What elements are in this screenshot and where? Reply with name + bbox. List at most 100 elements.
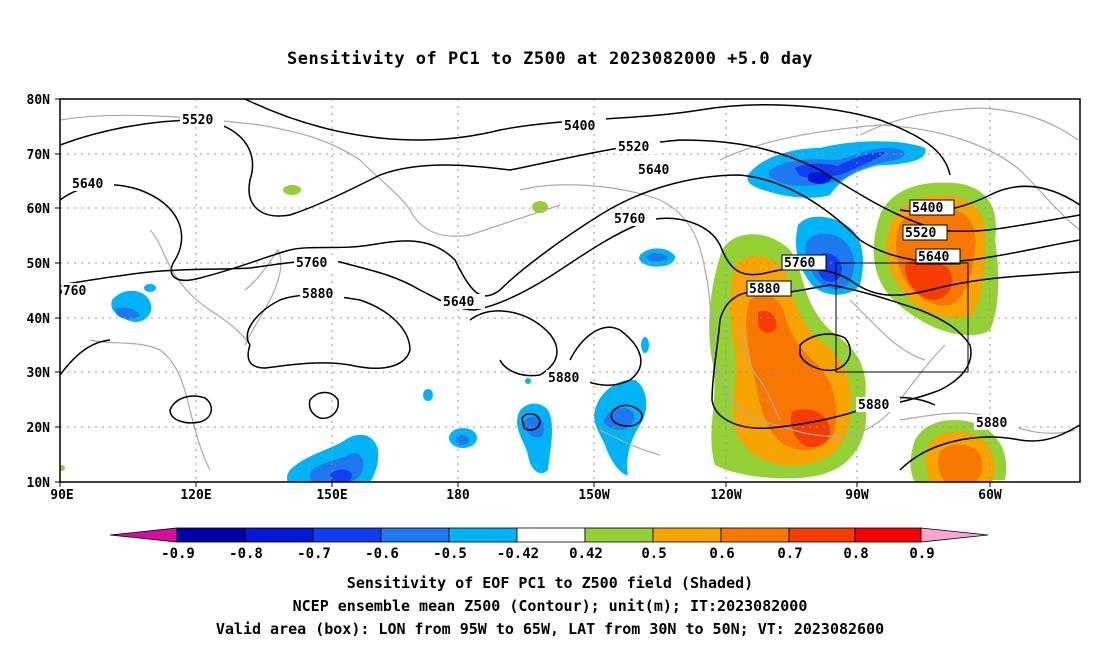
svg-text:5880: 5880 [976, 416, 1007, 431]
colorbar-swatch [176, 527, 246, 543]
map-frame [59, 98, 1081, 483]
lat-axis: 80N 70N 60N 50N 40N 30N 20N 10N [27, 93, 60, 491]
z500-contours [60, 99, 1080, 471]
contour-5880-atl [899, 424, 1080, 471]
colorbar-swatch [516, 527, 586, 543]
colorbar-swatch [448, 527, 518, 543]
contour-label-5880-d: 5880 [974, 415, 1018, 431]
contour-label-5400-b: 5400 [909, 199, 955, 216]
svg-text:5880: 5880 [302, 287, 333, 302]
contour-5880-us [711, 284, 972, 429]
coastlines [60, 107, 1080, 471]
colorbar-label: -0.5 [433, 546, 467, 562]
contour-label-5640-d: 5640 [915, 248, 961, 265]
svg-text:5880: 5880 [749, 282, 780, 297]
colorbar-swatch [244, 527, 314, 543]
contour-label-5400-a: 5400 [562, 118, 606, 134]
contour-label-5880-b: 5880 [546, 370, 590, 386]
svg-text:5400: 5400 [912, 201, 943, 216]
lat-label: 20N [27, 421, 51, 436]
lon-label: 150W [578, 488, 609, 503]
contour-5880-s [308, 391, 339, 420]
colorbar: -0.9 -0.8 -0.7 -0.6 -0.5 -0.42 0.42 0.5 … [109, 527, 989, 562]
contour-label-5760-c: 5760 [55, 283, 98, 299]
colorbar-label: -0.8 [229, 546, 263, 562]
contour-5400 [244, 99, 951, 176]
colorbar-swatch [788, 527, 856, 543]
contour-label-5760-d: 5760 [781, 254, 827, 271]
contour-5880-pac [521, 413, 541, 431]
svg-text:5640: 5640 [443, 295, 474, 310]
contour-labels: 5520 5400 5520 5640 5640 5760 5760 5880 … [55, 112, 1018, 431]
colorbar-swatch [652, 527, 722, 543]
contour-5760 [60, 217, 1080, 311]
contour-label-5640-c: 5640 [441, 294, 485, 310]
lon-label: 150E [316, 488, 347, 503]
contour-label-5520-c: 5520 [902, 224, 948, 241]
contour-label-5880-c: 5880 [856, 397, 900, 413]
lon-label: 90E [50, 488, 73, 503]
gridlines [60, 99, 1080, 482]
contour-5880-pac2 [610, 404, 643, 427]
colorbar-label: 0.42 [569, 546, 603, 562]
footer-line-2: NCEP ensemble mean Z500 (Contour); unit(… [292, 597, 808, 615]
lon-label: 90W [845, 488, 869, 503]
lat-label: 40N [27, 312, 51, 327]
contour-label-5880-a: 5880 [300, 286, 344, 302]
colorbar-label: 0.5 [641, 546, 666, 562]
lat-label: 50N [27, 257, 51, 272]
svg-text:5880: 5880 [858, 398, 889, 413]
valid-area-box [835, 262, 969, 373]
contour-label-5760-b: 5760 [294, 255, 338, 271]
contour-5880-b [499, 326, 642, 386]
colorbar-label: -0.9 [161, 546, 195, 562]
contour-label-5880-e: 5880 [746, 280, 792, 297]
lat-label: 70N [27, 148, 51, 163]
contour-label-5640-a: 5640 [70, 176, 114, 192]
svg-text:5760: 5760 [614, 212, 645, 227]
svg-text:5760: 5760 [296, 256, 327, 271]
lon-label: 60W [978, 488, 1002, 503]
colorbar-label: 0.6 [709, 546, 734, 562]
colorbar-swatch [380, 527, 450, 543]
colorbar-swatch [720, 527, 790, 543]
footer-line-3: Valid area (box): LON from 95W to 65W, L… [215, 620, 885, 638]
lat-label: 60N [27, 202, 51, 217]
contour-label-5640-b: 5640 [636, 162, 680, 178]
lon-label: 180 [446, 488, 470, 503]
colorbar-label: 0.8 [843, 546, 868, 562]
lat-label: 10N [27, 476, 51, 491]
svg-text:5760: 5760 [55, 284, 86, 299]
svg-text:5640: 5640 [918, 250, 949, 265]
chart-title: Sensitivity of PC1 to Z500 at 2023082000… [286, 49, 813, 69]
colorbar-label: 0.9 [909, 546, 934, 562]
lat-label: 30N [27, 366, 51, 381]
contour-5640 [60, 174, 1080, 297]
svg-text:5640: 5640 [638, 163, 669, 178]
contour-label-5760-a: 5760 [612, 211, 656, 227]
contour-5880-sw [169, 395, 212, 424]
lon-label: 120E [180, 488, 211, 503]
colorbar-swatch [584, 527, 654, 543]
colorbar-swatch [312, 527, 382, 543]
contour-label-5520-b: 5520 [616, 139, 660, 155]
footer-line-1: Sensitivity of EOF PC1 to Z500 field (Sh… [346, 574, 754, 592]
lat-label: 80N [27, 93, 51, 108]
negative-sensitivity-shading [111, 141, 926, 482]
svg-text:5520: 5520 [182, 113, 213, 128]
svg-text:5640: 5640 [72, 177, 103, 192]
colorbar-label: -0.7 [297, 546, 331, 562]
contour-5520 [60, 119, 1080, 233]
colorbar-label: -0.6 [365, 546, 399, 562]
svg-text:5400: 5400 [564, 119, 595, 134]
lon-label: 120W [710, 488, 741, 503]
contour-label-5520-a: 5520 [180, 112, 224, 128]
colorbar-max-triangle [920, 527, 989, 543]
colorbar-swatch [854, 527, 922, 543]
svg-text:5880: 5880 [548, 371, 579, 386]
contour-5880-small [799, 333, 851, 372]
svg-text:5520: 5520 [905, 226, 936, 241]
map-plot-area: 5520 5400 5520 5640 5640 5760 5760 5880 … [55, 99, 1080, 482]
svg-text:5520: 5520 [618, 140, 649, 155]
